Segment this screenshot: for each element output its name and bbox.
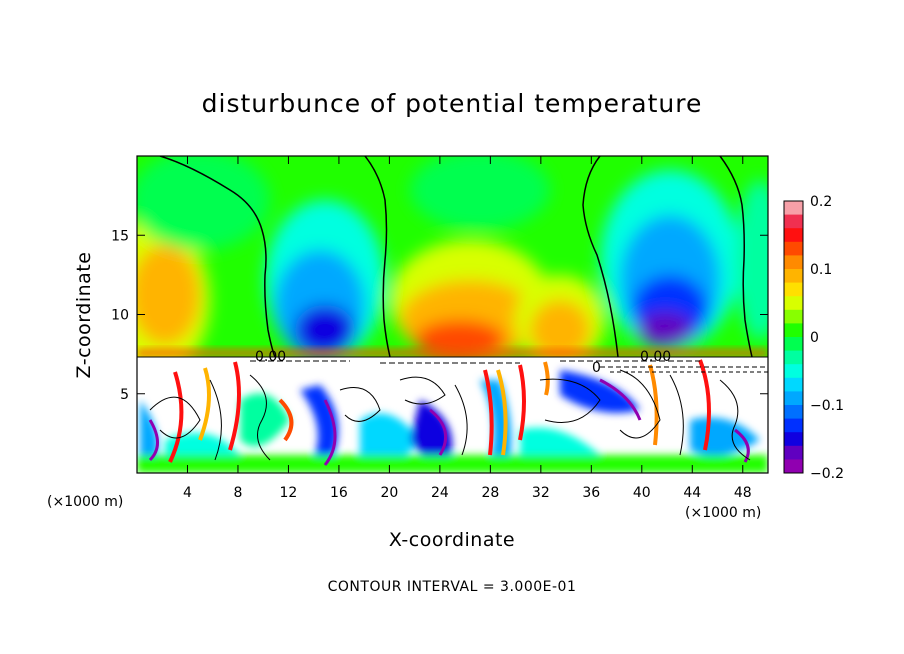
- y-tick-label: 15: [111, 228, 129, 244]
- x-tick-label: 20: [380, 485, 398, 501]
- contour-label: 0.00: [255, 349, 286, 365]
- y-tick-label: 5: [120, 387, 129, 403]
- colorbar: 0.2 0.1 0 −0.1 −0.2: [783, 194, 844, 482]
- colorbar-swatch: [784, 350, 803, 365]
- x-axis: 4 8 12 16 20 24 28 32 36 40 44 48: [183, 156, 752, 501]
- colorbar-swatch: [784, 418, 803, 433]
- colorbar-tick-label: −0.2: [810, 466, 844, 482]
- contour-label: 0: [592, 360, 601, 376]
- colorbar-frame: [783, 200, 804, 474]
- x-tick-label: 16: [330, 485, 348, 501]
- colorbar-swatch: [784, 309, 803, 324]
- colorbar-swatch: [784, 405, 803, 420]
- x-tick-label: 4: [183, 485, 192, 501]
- colorbar-swatch: [784, 241, 803, 256]
- x-tick-label: 12: [280, 485, 298, 501]
- colorbar-swatch: [784, 391, 803, 406]
- x-tick-label: 48: [734, 485, 752, 501]
- x-tick-label: 24: [431, 485, 449, 501]
- colorbar-swatch: [784, 201, 803, 216]
- colorbar-swatch: [784, 255, 803, 270]
- colorbar-swatch: [784, 459, 803, 474]
- colorbar-swatch: [784, 214, 803, 229]
- x-axis-label: X-coordinate: [389, 529, 515, 551]
- x-tick-label: 44: [683, 485, 701, 501]
- colorbar-swatch: [784, 282, 803, 297]
- colorbar-swatch: [784, 269, 803, 284]
- chart-title: disturbunce of potential temperature: [202, 89, 703, 118]
- colorbar-swatch: [784, 432, 803, 447]
- colorbar-tick-label: −0.1: [810, 398, 844, 414]
- colorbar-swatch: [784, 445, 803, 460]
- colorbar-swatch: [784, 337, 803, 352]
- colorbar-tick-label: 0.2: [810, 194, 832, 210]
- contour-label: 0.00: [640, 349, 671, 365]
- x-tick-label: 36: [582, 485, 600, 501]
- upper-field: [137, 156, 768, 380]
- y-tick-label: 10: [111, 308, 129, 324]
- colorbar-tick-label: 0.1: [810, 262, 832, 278]
- colorbar-swatch: [784, 296, 803, 311]
- x-tick-label: 8: [233, 485, 242, 501]
- lower-field: [137, 357, 768, 473]
- y-axis: 5 10 15: [111, 228, 768, 403]
- zero-contours: [159, 156, 753, 358]
- colorbar-swatch: [784, 364, 803, 379]
- x-unit-left: (×1000 m): [47, 494, 123, 510]
- colorbar-swatch: [784, 228, 803, 243]
- colorbar-swatch: [784, 323, 803, 338]
- colorbar-tick-label: 0: [810, 330, 819, 346]
- contour-interval-note: CONTOUR INTERVAL = 3.000E-01: [328, 579, 577, 595]
- x-tick-label: 32: [532, 485, 550, 501]
- boundary-contours: [137, 356, 768, 373]
- y-axis-label: Z-coordinate: [73, 252, 95, 379]
- colorbar-swatch: [784, 377, 803, 392]
- x-tick-label: 40: [633, 485, 651, 501]
- x-tick-label: 28: [481, 485, 499, 501]
- plot-area: 0.00 0.00 0: [137, 156, 768, 473]
- x-unit-right: (×1000 m): [685, 505, 761, 521]
